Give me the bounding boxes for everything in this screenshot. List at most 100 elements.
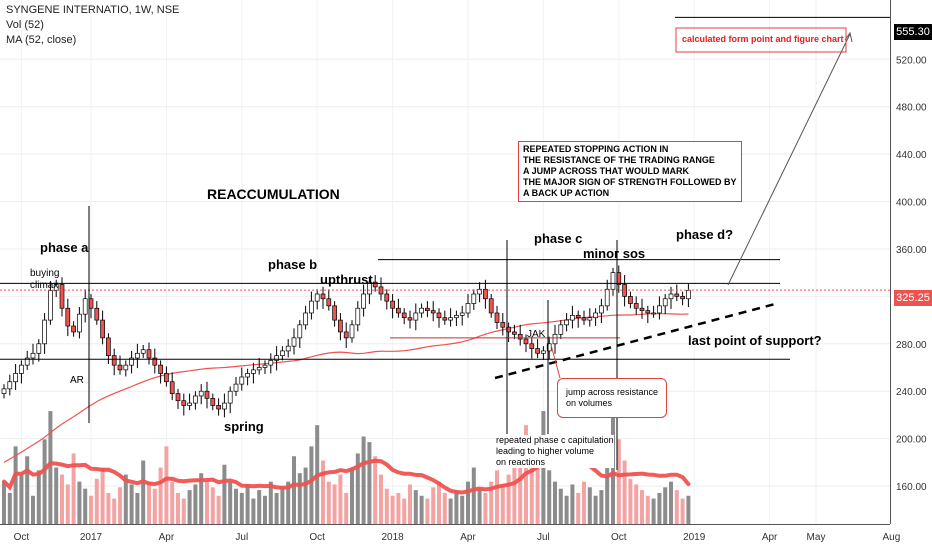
- candle-body: [407, 317, 413, 321]
- candle: [436, 308, 442, 328]
- candle: [494, 305, 500, 329]
- volume-bar: [355, 453, 360, 524]
- volume-bar: [135, 492, 140, 524]
- volume-bar: [112, 498, 117, 524]
- candle-body: [535, 348, 540, 354]
- x-tick-label: Jul: [235, 532, 248, 543]
- volume-bar: [60, 474, 64, 524]
- candle-body: [517, 333, 523, 340]
- candle-body: [175, 393, 181, 402]
- volume-bar: [622, 460, 627, 524]
- candle: [332, 301, 337, 327]
- candle: [65, 298, 71, 337]
- candle-body: [401, 312, 407, 319]
- candle: [662, 294, 668, 315]
- candle: [297, 320, 303, 348]
- volume-bar: [89, 495, 93, 524]
- volume-bar: [506, 474, 511, 524]
- volume-bar: [193, 484, 198, 524]
- jak-label: JAK: [527, 329, 546, 340]
- candle: [123, 360, 129, 377]
- target-note-box: [675, 27, 847, 53]
- candle: [251, 362, 256, 384]
- volume-bar: [13, 446, 18, 524]
- candle: [500, 312, 506, 336]
- candle: [164, 366, 169, 387]
- candle: [338, 312, 343, 341]
- candle-body: [210, 397, 216, 406]
- candle: [169, 372, 175, 401]
- candle-body: [332, 305, 337, 321]
- x-tick-label: 2018: [381, 532, 404, 543]
- candle-body: [111, 355, 117, 366]
- jump-across-box: jump across resistance on volumes: [557, 378, 668, 418]
- candle: [645, 305, 651, 324]
- y-tick-label: 280.00: [896, 340, 927, 351]
- candle-body: [285, 345, 291, 352]
- candle-body: [274, 355, 279, 361]
- candle: [552, 324, 558, 354]
- vol-label[interactable]: Vol (52): [6, 19, 44, 31]
- candle: [361, 284, 366, 317]
- volume-bar: [419, 495, 424, 524]
- candle-body: [361, 293, 366, 309]
- candle-body: [604, 288, 610, 307]
- candle: [390, 294, 395, 319]
- x-tick-label: Apr: [460, 532, 476, 543]
- x-tick-label: Apr: [159, 532, 175, 543]
- candle: [558, 320, 564, 340]
- candle: [1, 384, 7, 399]
- candle: [575, 310, 581, 328]
- volume-bar: [309, 446, 314, 524]
- volume-bar: [477, 488, 482, 524]
- volume-bar: [216, 495, 221, 524]
- candle: [36, 339, 42, 362]
- volume-bar: [158, 467, 163, 524]
- candle-body: [94, 307, 100, 321]
- y-tick-label: 160.00: [896, 482, 927, 493]
- candle-body: [372, 281, 378, 288]
- y-tick-label: 200.00: [896, 435, 927, 446]
- stopping-line: THE MAJOR SIGN OF STRENGTH FOLLOWED BY: [523, 177, 737, 187]
- candle-body: [593, 312, 598, 319]
- candle: [686, 283, 691, 308]
- target-projection-line: [727, 33, 851, 286]
- stopping-line: REPEATED STOPPING ACTION IN: [523, 144, 669, 154]
- candle-body: [233, 383, 239, 392]
- candle-body: [442, 317, 448, 321]
- volume-bar: [42, 439, 47, 524]
- candle: [622, 275, 627, 307]
- volume-bar: [587, 487, 592, 524]
- candle: [477, 282, 482, 303]
- price-axis: 160.00200.00240.00280.00320.00360.00400.…: [890, 0, 932, 550]
- volume-bar: [512, 460, 517, 524]
- volume-bar: [251, 498, 256, 524]
- phase-a-label: phase a: [40, 240, 89, 255]
- volume-bar: [489, 481, 494, 524]
- time-axis: Oct 2017 Apr Jul Oct 2018 Apr Jul Oct 2019 Apr May A…: [0, 524, 900, 543]
- candle-body: [587, 317, 593, 321]
- candle: [280, 346, 285, 361]
- ma-label[interactable]: MA (52, close): [6, 34, 77, 46]
- phase-d-label: phase d?: [676, 227, 734, 242]
- candle-body: [123, 364, 129, 371]
- candle: [256, 358, 262, 375]
- volume-bar: [263, 495, 267, 524]
- x-tick-label: Oct: [611, 532, 627, 543]
- volume-bar: [123, 474, 128, 524]
- capitulation-note: repeated phase c capitulation leading to…: [496, 435, 614, 468]
- volume-bar: [680, 498, 685, 524]
- volume-bar: [199, 473, 204, 524]
- candle: [483, 279, 488, 309]
- candle-body: [77, 313, 82, 333]
- volume-bar: [338, 474, 343, 524]
- last-price-tag: 325.25: [894, 290, 932, 306]
- price-axis-bg: [890, 0, 932, 550]
- candle-body: [668, 293, 674, 300]
- stopping-line: A JUMP ACROSS THAT WOULD MARK: [523, 166, 689, 176]
- candle-body: [24, 357, 30, 366]
- volume-bar: [634, 484, 639, 524]
- candle: [355, 301, 361, 332]
- candle-body: [187, 402, 192, 406]
